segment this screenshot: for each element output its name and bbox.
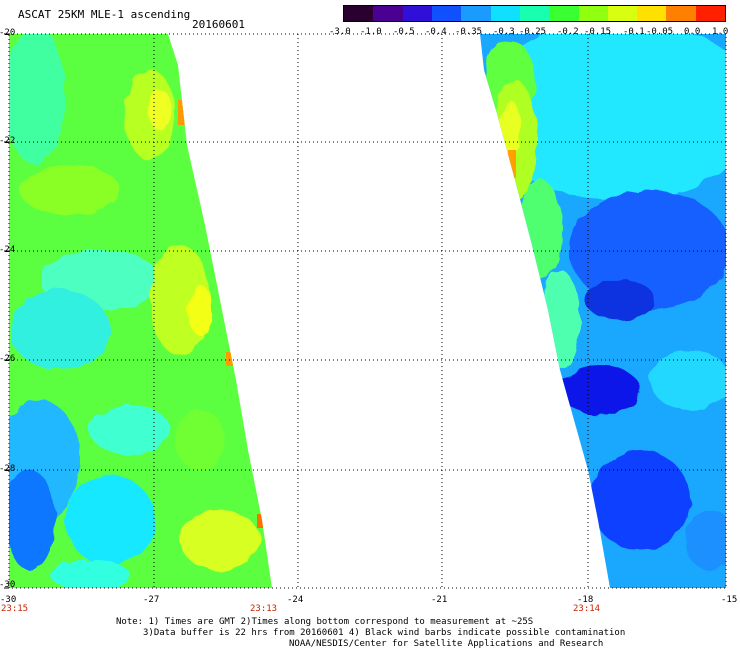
axis-ticks <box>4 33 9 589</box>
colorbar-swatch <box>490 6 520 21</box>
x-tick-label: -18 <box>577 595 594 605</box>
note-line-2: 3)Data buffer is 22 hrs from 20160601 4)… <box>143 628 626 638</box>
colorbar-label: -0.05 <box>646 27 674 37</box>
colorbar-label: -0.35 <box>455 27 483 37</box>
colorbar-label: -0.1 <box>623 27 645 37</box>
right-swath <box>480 34 726 588</box>
colorbar-swatch <box>607 6 638 21</box>
colorbar-swatch <box>373 6 403 21</box>
colorbar-label: -3.0 <box>329 27 351 37</box>
colorbar-label: 0.0 <box>684 27 701 37</box>
x-tick-label: -30 <box>0 595 17 605</box>
colorbar-swatch <box>695 6 725 21</box>
colorbar-swatch <box>578 6 608 21</box>
colorbar-label: 1.0 <box>712 27 729 37</box>
y-tick-label: -30 <box>0 580 16 590</box>
colorbar <box>343 5 726 22</box>
map-frame-edges <box>8 33 727 589</box>
y-tick-label: -24 <box>0 245 16 255</box>
note-line-1: Note: 1) Times are GMT 2)Times along bot… <box>116 617 534 627</box>
colorbar-swatch <box>461 6 491 21</box>
colorbar-swatch <box>344 6 374 21</box>
colorbar-swatch <box>666 6 696 21</box>
y-tick-label: -22 <box>0 136 16 146</box>
colorbar-swatch <box>637 6 667 21</box>
x-tick-label: -24 <box>287 595 304 605</box>
left-swath <box>9 34 272 588</box>
product-date: 20160601 <box>192 18 245 31</box>
colorbar-label: -0.5 <box>393 27 415 37</box>
colorbar-swatch <box>519 6 550 21</box>
y-tick-label: -20 <box>0 28 16 38</box>
x-tick-label: -21 <box>431 595 448 605</box>
time-label: 23:15 <box>1 604 29 614</box>
time-label: 23:13 <box>250 604 278 614</box>
colorbar-swatch <box>402 6 432 21</box>
product-title: ASCAT 25KM MLE-1 ascending <box>18 8 191 21</box>
note-line-3: NOAA/NESDIS/Center for Satellite Applica… <box>289 639 604 649</box>
colorbar-swatch <box>549 6 579 21</box>
colorbar-swatch <box>431 6 462 21</box>
colorbar-label: -0.3 <box>493 27 515 37</box>
y-tick-label: -26 <box>0 354 16 364</box>
map-gridlines <box>9 34 726 588</box>
time-label: 23:14 <box>573 604 601 614</box>
colorbar-label: -0.15 <box>584 27 612 37</box>
x-tick-label: -27 <box>143 595 160 605</box>
colorbar-label: -0.2 <box>557 27 579 37</box>
y-tick-label: -28 <box>0 464 16 474</box>
colorbar-label: -0.25 <box>519 27 547 37</box>
x-tick-label: -15 <box>721 595 738 605</box>
colorbar-label: -0.4 <box>425 27 447 37</box>
colorbar-label: -1.0 <box>360 27 382 37</box>
